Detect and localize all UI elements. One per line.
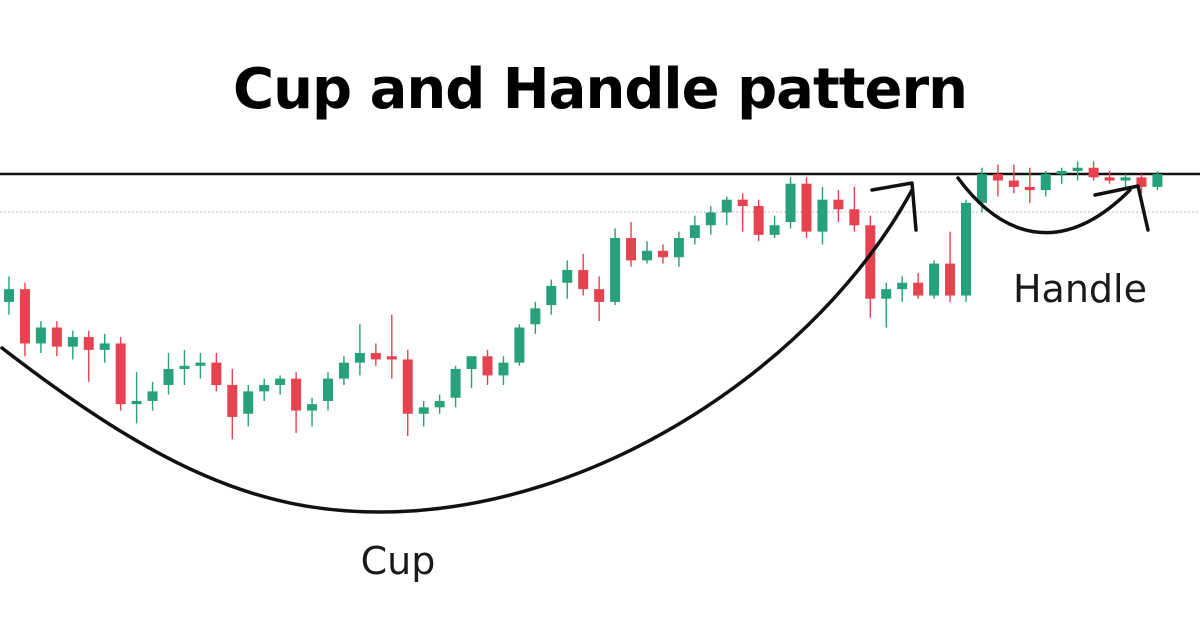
- candle-body-down: [913, 282, 924, 296]
- candle-body-up: [546, 285, 557, 306]
- candle-body-up: [35, 327, 46, 344]
- candle-body-down: [386, 356, 397, 360]
- candle-body-down: [482, 356, 493, 376]
- candle-body-down: [1136, 177, 1147, 187]
- candle-body-up: [354, 353, 365, 363]
- candle-body-up: [1072, 167, 1083, 171]
- candle-body-up: [642, 250, 652, 261]
- page-title: Cup and Handle pattern: [233, 57, 968, 122]
- candle-body-down: [657, 250, 668, 258]
- candle-body-down: [115, 343, 126, 405]
- candle-body-up: [514, 327, 525, 363]
- handle-curve: [956, 176, 1132, 235]
- handle-label: Handle: [1013, 267, 1147, 311]
- candle-body-up: [243, 391, 254, 414]
- handle-arrow-head: [1093, 184, 1150, 232]
- candle-body-up: [163, 369, 174, 385]
- candle-body-up: [99, 343, 110, 350]
- candle-body-up: [562, 269, 573, 283]
- candle-body-down: [1088, 167, 1099, 178]
- candle-body-up: [721, 199, 732, 213]
- candle-body-up: [131, 400, 142, 405]
- candle-body-down: [1024, 186, 1035, 191]
- candle-body-up: [147, 391, 158, 401]
- candle-body-down: [291, 378, 302, 411]
- candle-body-down: [992, 174, 1003, 181]
- candle-body-up: [929, 263, 940, 296]
- candle-body-up: [259, 384, 270, 392]
- candle-body-up: [1120, 177, 1131, 181]
- candle-body-down: [865, 225, 876, 299]
- candle-body-up: [976, 174, 987, 203]
- candle-body-up: [961, 202, 971, 296]
- candle-body-up: [67, 337, 78, 347]
- candle-body-up: [769, 225, 780, 235]
- candle-body-down: [83, 337, 94, 350]
- candle-body-down: [370, 353, 381, 360]
- candle-body-up: [450, 369, 461, 398]
- cup-arrow-head: [870, 181, 918, 232]
- candles-group: [4, 161, 1163, 440]
- candle-body-up: [466, 356, 477, 370]
- cup-label: Cup: [361, 539, 436, 583]
- candle-body-up: [434, 400, 445, 408]
- candle-body-down: [849, 209, 860, 226]
- candle-body-down: [1104, 177, 1115, 181]
- candle-body-down: [1008, 180, 1019, 187]
- candle-body-up: [1040, 174, 1051, 191]
- cup-curve: [0, 188, 914, 514]
- candle-body-up: [275, 378, 286, 385]
- candle-body-down: [227, 384, 238, 417]
- candle-body-up: [610, 238, 621, 302]
- candle-body-up: [1152, 174, 1163, 187]
- candle-body-down: [594, 289, 605, 302]
- candle-body-up: [673, 238, 684, 258]
- candle-body-down: [19, 289, 30, 344]
- candle-body-down: [626, 238, 637, 261]
- candle-body-up: [817, 199, 828, 232]
- candle-body-up: [498, 362, 509, 376]
- candle-body-down: [945, 263, 956, 296]
- candle-body-up: [418, 407, 429, 414]
- candle-body-up: [4, 289, 14, 302]
- candle-body-up: [1056, 170, 1067, 175]
- candle-body-down: [402, 359, 413, 414]
- candle-body-up: [705, 212, 716, 226]
- candle-body-up: [530, 308, 541, 325]
- candle-body-down: [51, 327, 62, 347]
- candle-body-down: [801, 183, 812, 232]
- candle-body-up: [338, 362, 349, 379]
- candle-body-down: [737, 199, 748, 207]
- candle-body-up: [881, 289, 892, 299]
- candle-body-up: [785, 183, 796, 223]
- candle-body-up: [323, 378, 333, 401]
- candle-body-up: [195, 362, 206, 366]
- candle-body-up: [689, 225, 700, 239]
- candle-body-up: [179, 365, 190, 370]
- candle-body-down: [753, 206, 764, 235]
- candle-body-down: [578, 269, 589, 290]
- candle-body-up: [307, 404, 318, 411]
- candle-body-down: [833, 199, 844, 210]
- candle-body-up: [897, 282, 908, 290]
- candle-body-down: [211, 362, 222, 385]
